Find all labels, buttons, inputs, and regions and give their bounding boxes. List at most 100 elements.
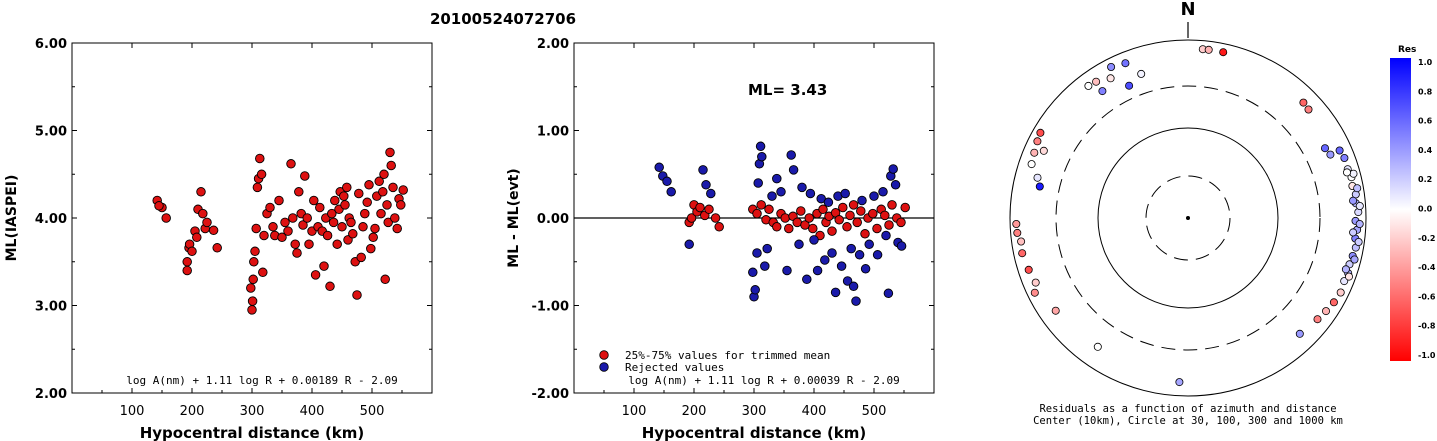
data-point xyxy=(794,239,804,250)
polar-point xyxy=(1039,146,1048,155)
polar-point xyxy=(1098,87,1107,96)
data-point xyxy=(860,264,871,274)
data-point xyxy=(710,213,721,223)
data-point xyxy=(752,208,762,219)
y-tick-label: 2.00 xyxy=(35,387,67,402)
colorbar-tick-label: -0.6 xyxy=(1418,292,1436,301)
polar-point xyxy=(1013,228,1022,237)
data-point xyxy=(330,195,340,206)
data-point xyxy=(796,206,806,216)
polar-point xyxy=(1329,298,1338,307)
x-tick-label: 500 xyxy=(360,404,385,419)
colorbar-tick-label: 0.6 xyxy=(1418,117,1433,126)
data-point xyxy=(752,248,762,258)
data-point xyxy=(760,261,770,271)
data-point xyxy=(304,239,314,249)
ml-annotation: ML= 3.43 xyxy=(748,81,827,99)
plot2-y-ticks: -2.00 -1.00 0.00 1.00 2.00 xyxy=(532,37,934,402)
data-point xyxy=(352,290,362,300)
data-point xyxy=(368,232,378,243)
data-point xyxy=(840,188,850,199)
x-tick-label: 500 xyxy=(862,404,887,419)
polar-point xyxy=(1033,173,1042,182)
data-point xyxy=(827,248,837,258)
data-point xyxy=(348,229,358,239)
plot2-points xyxy=(654,141,910,306)
polar-point xyxy=(1033,137,1042,146)
data-point xyxy=(198,208,208,219)
plot1-y-ticks: 2.00 3.00 4.00 5.00 6.00 xyxy=(35,37,432,402)
data-point xyxy=(868,208,878,219)
legend-label-trimmed: 25%-75% values for trimmed mean xyxy=(625,349,830,362)
polar-point xyxy=(1354,237,1363,246)
polar-point xyxy=(1219,48,1228,57)
polar-point xyxy=(1295,329,1304,338)
circle-300km xyxy=(1055,85,1321,351)
polar-point xyxy=(1084,81,1093,90)
data-point xyxy=(772,222,782,232)
polar-point xyxy=(1175,378,1184,387)
polar-point xyxy=(1321,144,1330,153)
data-point xyxy=(792,217,802,228)
data-point xyxy=(325,281,335,292)
data-point xyxy=(161,213,171,223)
data-point xyxy=(808,223,818,234)
data-point xyxy=(385,147,395,158)
data-point xyxy=(654,162,664,173)
data-point xyxy=(274,195,284,206)
data-point xyxy=(701,180,711,190)
plot1-x-ticks: 100 200 300 400 500 xyxy=(101,43,403,419)
data-point xyxy=(827,226,837,236)
residual-colorbar: Res 1.0 0.8 0.6 0.4 0.2 0.0 -0.2 -0.4 -0.6 -0.8 -1… xyxy=(1390,45,1436,361)
data-point xyxy=(346,217,356,228)
data-point xyxy=(386,160,396,171)
data-point xyxy=(202,217,212,228)
y-tick-label: 1.00 xyxy=(537,125,569,140)
data-point xyxy=(258,267,268,278)
data-point xyxy=(362,197,372,208)
data-point xyxy=(784,223,794,234)
x-tick-label: 400 xyxy=(300,404,325,419)
data-point xyxy=(900,202,910,213)
data-point xyxy=(358,222,368,232)
residual-vs-distance-chart: -2.00 -1.00 0.00 1.00 2.00 100 200 300 400 500 M… xyxy=(506,37,935,441)
polar-point xyxy=(1024,265,1033,274)
colorbar-tick-label: 0.0 xyxy=(1418,205,1433,214)
data-point xyxy=(836,261,847,271)
data-point xyxy=(748,267,758,278)
data-point xyxy=(872,223,882,234)
polar-point xyxy=(1349,196,1358,205)
polar-point xyxy=(1326,150,1335,159)
data-point xyxy=(247,305,257,315)
polar-point xyxy=(1121,59,1130,68)
data-point xyxy=(755,141,766,152)
data-point xyxy=(666,187,676,197)
data-point xyxy=(695,202,705,213)
data-point xyxy=(869,191,879,201)
data-point xyxy=(383,217,393,228)
polar-point xyxy=(1350,255,1359,264)
data-point xyxy=(339,191,349,201)
data-point xyxy=(802,274,812,285)
polar-point xyxy=(1137,69,1146,78)
polar-point xyxy=(1027,160,1036,169)
colorbar-title: Res xyxy=(1398,45,1416,55)
data-point xyxy=(374,176,384,187)
epicenter-dot xyxy=(1186,216,1190,220)
data-point xyxy=(812,265,823,276)
x-tick-label: 100 xyxy=(120,404,145,419)
data-point xyxy=(288,213,298,223)
polar-point xyxy=(1349,169,1358,178)
data-point xyxy=(382,200,392,210)
data-point xyxy=(196,187,206,197)
x-tick-label: 400 xyxy=(802,404,827,419)
data-point xyxy=(182,257,192,267)
data-point xyxy=(845,210,855,221)
data-point xyxy=(208,225,219,236)
data-point xyxy=(854,250,865,260)
y-tick-label: 3.00 xyxy=(35,300,67,315)
data-point xyxy=(834,215,844,225)
data-point xyxy=(756,200,766,210)
data-point xyxy=(283,226,293,236)
data-point xyxy=(327,208,337,219)
